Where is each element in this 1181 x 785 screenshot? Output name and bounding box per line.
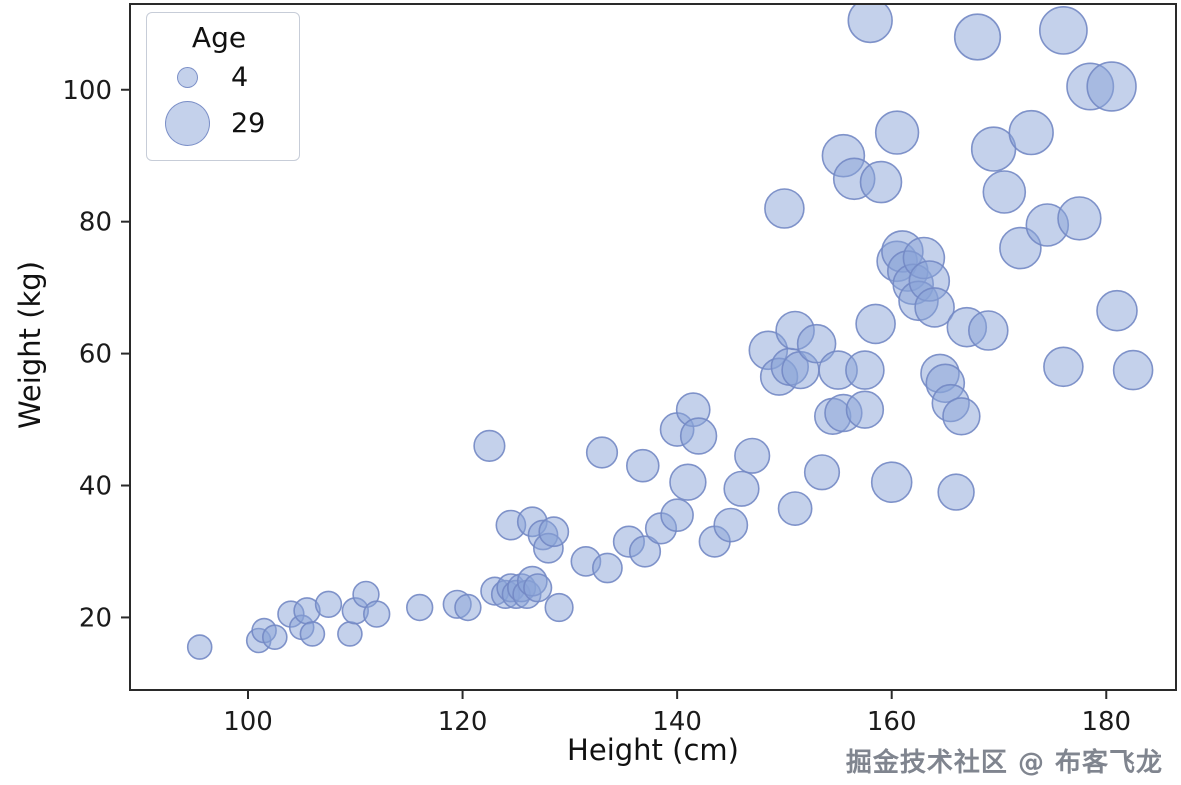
data-point-bubble: [1008, 109, 1054, 156]
data-point-bubble: [937, 473, 975, 511]
data-point-bubble: [1057, 196, 1102, 241]
data-point-bubble: [874, 110, 920, 155]
data-point-bubble: [261, 624, 288, 651]
y-tick-label: 60: [79, 340, 112, 370]
data-point-bubble: [628, 535, 662, 568]
data-point-bubble: [796, 323, 837, 364]
data-point-bubble: [859, 160, 903, 204]
legend-label-min: 4: [231, 62, 249, 93]
data-point-bubble: [299, 621, 326, 647]
data-points-group: [186, 4, 1154, 660]
data-point-bubble: [967, 310, 1009, 351]
age-size-legend: Age 4 29: [146, 12, 300, 161]
data-point-bubble: [970, 126, 1017, 172]
data-point-bubble: [337, 621, 363, 647]
data-point-bubble: [1096, 289, 1138, 332]
data-point-bubble: [847, 4, 893, 44]
legend-label-max: 29: [231, 108, 266, 139]
data-point-bubble: [660, 498, 694, 533]
legend-bubble-cell: [159, 101, 215, 146]
data-point-bubble: [363, 600, 391, 628]
legend-bubble-cell: [159, 67, 215, 88]
data-point-bubble: [538, 516, 570, 548]
data-point-bubble: [855, 303, 896, 345]
data-point-bubble: [764, 188, 805, 229]
legend-title: Age: [191, 21, 247, 54]
data-point-bubble: [585, 436, 619, 469]
data-point-bubble: [1039, 5, 1088, 55]
data-point-bubble: [523, 573, 553, 603]
x-tick-label: 120: [438, 707, 488, 737]
x-tick-label: 180: [1081, 707, 1131, 737]
data-point-bubble: [777, 491, 813, 527]
x-axis-label: Height (cm): [567, 733, 739, 767]
data-point-bubble: [713, 507, 749, 543]
data-point-bubble: [723, 470, 760, 507]
data-point-bubble: [982, 170, 1027, 214]
legend-bubble-small-icon: [176, 67, 198, 88]
legend-entry-max: 29: [159, 101, 279, 146]
data-point-bubble: [679, 417, 718, 455]
data-point-bubble: [1086, 61, 1137, 112]
data-point-bubble: [592, 552, 623, 584]
data-point-bubble: [186, 634, 213, 660]
data-point-bubble: [1043, 346, 1084, 388]
y-tick-label: 100: [62, 76, 112, 106]
data-point-bubble: [914, 287, 955, 328]
data-point-bubble: [454, 593, 482, 622]
data-point-bubble: [803, 454, 841, 491]
plot-border: [129, 3, 1177, 691]
y-tick-label: 40: [79, 472, 112, 502]
data-point-bubble: [544, 592, 574, 623]
y-axis-label: Weight (kg): [13, 260, 47, 430]
data-point-bubble: [845, 390, 885, 429]
data-point-bubble: [1112, 349, 1154, 391]
y-tick-label: 20: [79, 603, 112, 633]
data-point-bubble: [473, 429, 506, 463]
x-tick-label: 140: [652, 707, 702, 737]
data-point-bubble: [406, 593, 434, 622]
x-tick-label: 100: [223, 707, 273, 737]
data-point-bubble: [669, 463, 707, 501]
watermark-text: 掘金技术社区 @ 布客飞龙: [845, 748, 1163, 778]
data-point-bubble: [942, 397, 981, 436]
data-point-bubble: [953, 13, 1002, 61]
data-point-bubble: [314, 590, 343, 618]
data-point-bubble: [625, 448, 660, 483]
x-tick-label: 160: [867, 707, 917, 737]
data-point-bubble: [870, 461, 913, 504]
y-tick-label: 80: [79, 208, 112, 238]
legend-entry-min: 4: [159, 62, 279, 93]
data-point-bubble: [734, 437, 771, 474]
data-point-bubble: [845, 350, 885, 390]
legend-bubble-large-icon: [164, 101, 210, 146]
